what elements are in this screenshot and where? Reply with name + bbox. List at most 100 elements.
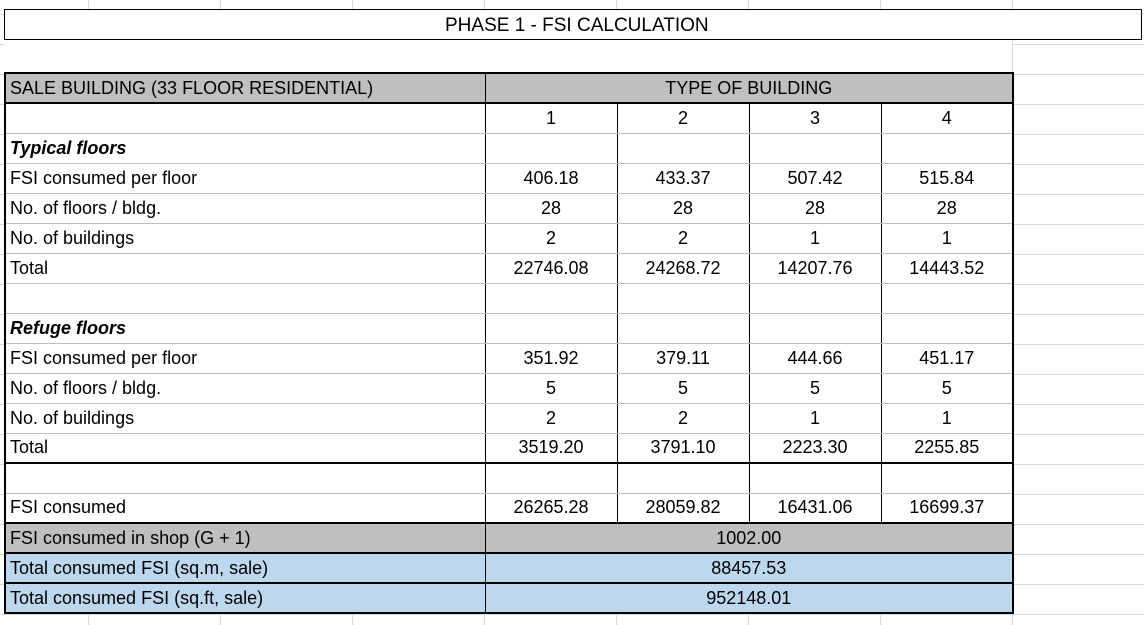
value-cell[interactable]: 26265.28 — [484, 492, 618, 524]
value-cell[interactable]: 14207.76 — [748, 252, 882, 284]
blank-cell[interactable] — [616, 282, 750, 314]
value-cell[interactable]: 507.42 — [748, 162, 882, 194]
row-label[interactable]: Total — [4, 432, 486, 464]
table-row: No. of floors / bldg. 5 5 5 5 — [4, 372, 1014, 404]
value-cell[interactable]: 5 — [748, 372, 882, 404]
blank-cell[interactable] — [4, 102, 486, 134]
value-cell[interactable]: 28 — [616, 192, 750, 224]
type-number[interactable]: 1 — [484, 102, 618, 134]
blank-cell[interactable] — [484, 132, 618, 164]
value-cell[interactable]: 14443.52 — [880, 252, 1014, 284]
row-label[interactable]: No. of floors / bldg. — [4, 192, 486, 224]
type-number[interactable]: 4 — [880, 102, 1014, 134]
value-cell[interactable]: 5 — [880, 372, 1014, 404]
value-cell[interactable]: 5 — [616, 372, 750, 404]
typical-floors-heading[interactable]: Typical floors — [4, 132, 486, 164]
spacer-row — [4, 462, 1014, 494]
blank-cell[interactable] — [748, 462, 882, 494]
value-cell[interactable]: 1 — [880, 402, 1014, 434]
value-cell[interactable]: 3519.20 — [484, 432, 618, 464]
value-cell[interactable]: 433.37 — [616, 162, 750, 194]
value-cell[interactable]: 1 — [880, 222, 1014, 254]
typical-heading-row: Typical floors — [4, 132, 1014, 164]
merged-value-cell[interactable]: 88457.53 — [484, 552, 1014, 584]
type-number[interactable]: 2 — [616, 102, 750, 134]
row-label[interactable]: FSI consumed in shop (G + 1) — [4, 522, 486, 554]
value-cell[interactable]: 5 — [484, 372, 618, 404]
blank-cell[interactable] — [616, 462, 750, 494]
value-cell[interactable]: 444.66 — [748, 342, 882, 374]
blank-cell[interactable] — [484, 312, 618, 344]
sale-building-header[interactable]: SALE BUILDING (33 FLOOR RESIDENTIAL) — [4, 72, 486, 104]
merged-value-cell[interactable]: 1002.00 — [484, 522, 1014, 554]
table-header-row: SALE BUILDING (33 FLOOR RESIDENTIAL) TYP… — [4, 72, 1014, 104]
blank-row — [4, 40, 1012, 72]
value-cell[interactable]: 24268.72 — [616, 252, 750, 284]
value-cell[interactable]: 2 — [484, 402, 618, 434]
blank-cell[interactable] — [748, 282, 882, 314]
value-cell[interactable]: 451.17 — [880, 342, 1014, 374]
blank-cell[interactable] — [4, 282, 486, 314]
sheet-title: PHASE 1 - FSI CALCULATION — [445, 15, 709, 36]
shop-fsi-row: FSI consumed in shop (G + 1) 1002.00 — [4, 522, 1014, 554]
fsi-table: SALE BUILDING (33 FLOOR RESIDENTIAL) TYP… — [4, 72, 1014, 614]
blank-cell[interactable] — [880, 282, 1014, 314]
value-cell[interactable]: 379.11 — [616, 342, 750, 374]
value-cell[interactable]: 2223.30 — [748, 432, 882, 464]
value-cell[interactable]: 2 — [484, 222, 618, 254]
blank-cell[interactable] — [4, 462, 486, 494]
value-cell[interactable]: 16699.37 — [880, 492, 1014, 524]
blank-cell[interactable] — [748, 132, 882, 164]
row-label[interactable]: No. of floors / bldg. — [4, 372, 486, 404]
refuge-heading-row: Refuge floors — [4, 312, 1014, 344]
table-row: Total 3519.20 3791.10 2223.30 2255.85 — [4, 432, 1014, 464]
value-cell[interactable]: 2 — [616, 222, 750, 254]
blank-cell[interactable] — [880, 132, 1014, 164]
row-label[interactable]: FSI consumed per floor — [4, 162, 486, 194]
blank-cell[interactable] — [484, 282, 618, 314]
type-of-building-header[interactable]: TYPE OF BUILDING — [484, 72, 1014, 104]
value-cell[interactable]: 2 — [616, 402, 750, 434]
total-sqm-row: Total consumed FSI (sq.m, sale) 88457.53 — [4, 552, 1014, 584]
blank-cell[interactable] — [616, 132, 750, 164]
blank-cell[interactable] — [880, 312, 1014, 344]
spacer-row — [4, 282, 1014, 314]
row-label[interactable]: Total consumed FSI (sq.m, sale) — [4, 552, 486, 584]
total-sqft-row: Total consumed FSI (sq.ft, sale) 952148.… — [4, 582, 1014, 614]
value-cell[interactable]: 28 — [748, 192, 882, 224]
refuge-floors-heading[interactable]: Refuge floors — [4, 312, 486, 344]
value-cell[interactable]: 28059.82 — [616, 492, 750, 524]
value-cell[interactable]: 3791.10 — [616, 432, 750, 464]
value-cell[interactable]: 1 — [748, 222, 882, 254]
value-cell[interactable]: 28 — [880, 192, 1014, 224]
row-label[interactable]: FSI consumed per floor — [4, 342, 486, 374]
blank-cell[interactable] — [484, 462, 618, 494]
row-label[interactable]: FSI consumed — [4, 492, 486, 524]
row-label[interactable]: No. of buildings — [4, 402, 486, 434]
building-type-row: 1 2 3 4 — [4, 102, 1014, 134]
value-cell[interactable]: 1 — [748, 402, 882, 434]
blank-cell[interactable] — [880, 462, 1014, 494]
value-cell[interactable]: 22746.08 — [484, 252, 618, 284]
merged-value-cell[interactable]: 952148.01 — [484, 582, 1014, 614]
table-row: Total 22746.08 24268.72 14207.76 14443.5… — [4, 252, 1014, 284]
value-cell[interactable]: 2255.85 — [880, 432, 1014, 464]
value-cell[interactable]: 406.18 — [484, 162, 618, 194]
blank-cell[interactable] — [616, 312, 750, 344]
table-row: No. of buildings 2 2 1 1 — [4, 402, 1014, 434]
row-label[interactable]: No. of buildings — [4, 222, 486, 254]
value-cell[interactable]: 16431.06 — [748, 492, 882, 524]
value-cell[interactable]: 351.92 — [484, 342, 618, 374]
title-cell[interactable]: PHASE 1 - FSI CALCULATION — [4, 9, 1142, 40]
table-row: No. of floors / bldg. 28 28 28 28 — [4, 192, 1014, 224]
row-label[interactable]: Total — [4, 252, 486, 284]
value-cell[interactable]: 28 — [484, 192, 618, 224]
type-number[interactable]: 3 — [748, 102, 882, 134]
table-row: FSI consumed per floor 351.92 379.11 444… — [4, 342, 1014, 374]
blank-cell[interactable] — [748, 312, 882, 344]
table-row: No. of buildings 2 2 1 1 — [4, 222, 1014, 254]
value-cell[interactable]: 515.84 — [880, 162, 1014, 194]
row-label[interactable]: Total consumed FSI (sq.ft, sale) — [4, 582, 486, 614]
fsi-consumed-row: FSI consumed 26265.28 28059.82 16431.06 … — [4, 492, 1014, 524]
